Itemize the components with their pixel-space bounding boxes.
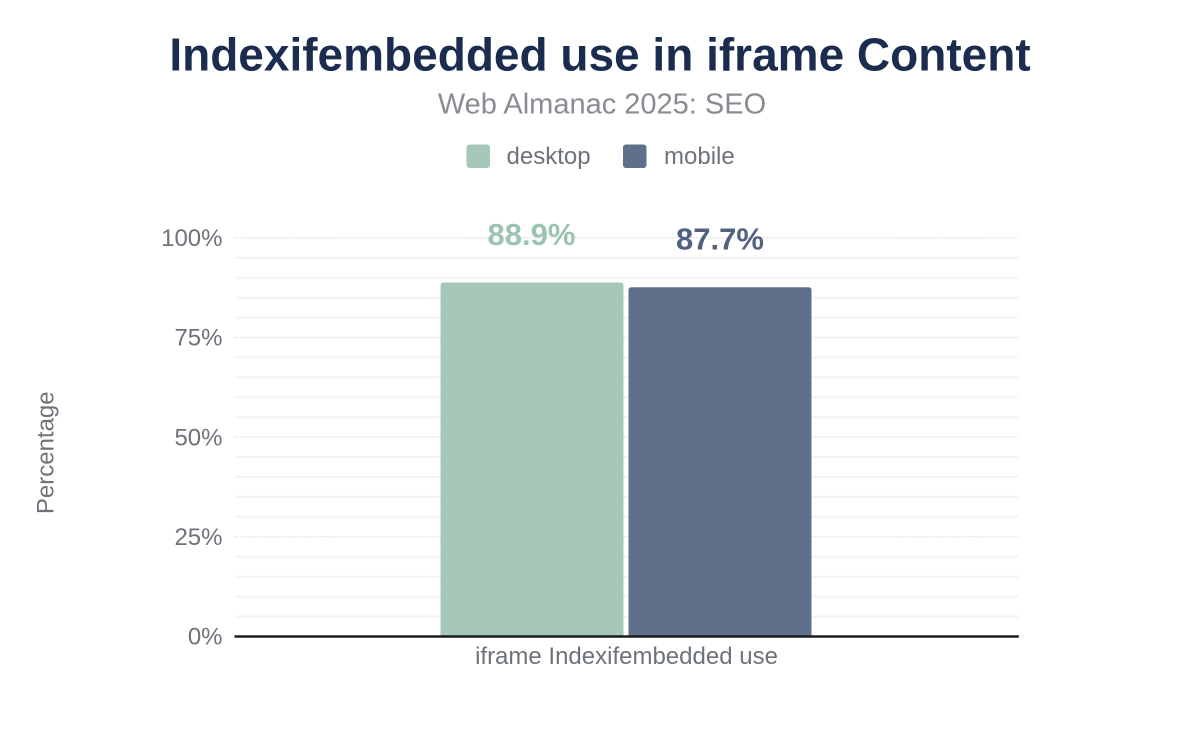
svg-text:0%: 0% <box>188 623 223 650</box>
svg-text:Percentage: Percentage <box>33 391 60 514</box>
svg-text:25%: 25% <box>174 524 222 551</box>
svg-text:Indexifembedded use in iframe: Indexifembedded use in iframe Content <box>169 29 1030 81</box>
svg-text:50%: 50% <box>174 424 222 451</box>
svg-text:iframe Indexifembedded use: iframe Indexifembedded use <box>475 643 778 670</box>
svg-text:88.9%: 88.9% <box>488 217 576 252</box>
svg-text:mobile: mobile <box>664 143 735 170</box>
svg-text:desktop: desktop <box>507 143 591 170</box>
svg-text:100%: 100% <box>161 225 222 252</box>
svg-text:75%: 75% <box>174 325 222 352</box>
svg-text:Web Almanac 2025: SEO: Web Almanac 2025: SEO <box>438 89 766 121</box>
svg-text:87.7%: 87.7% <box>676 222 764 257</box>
